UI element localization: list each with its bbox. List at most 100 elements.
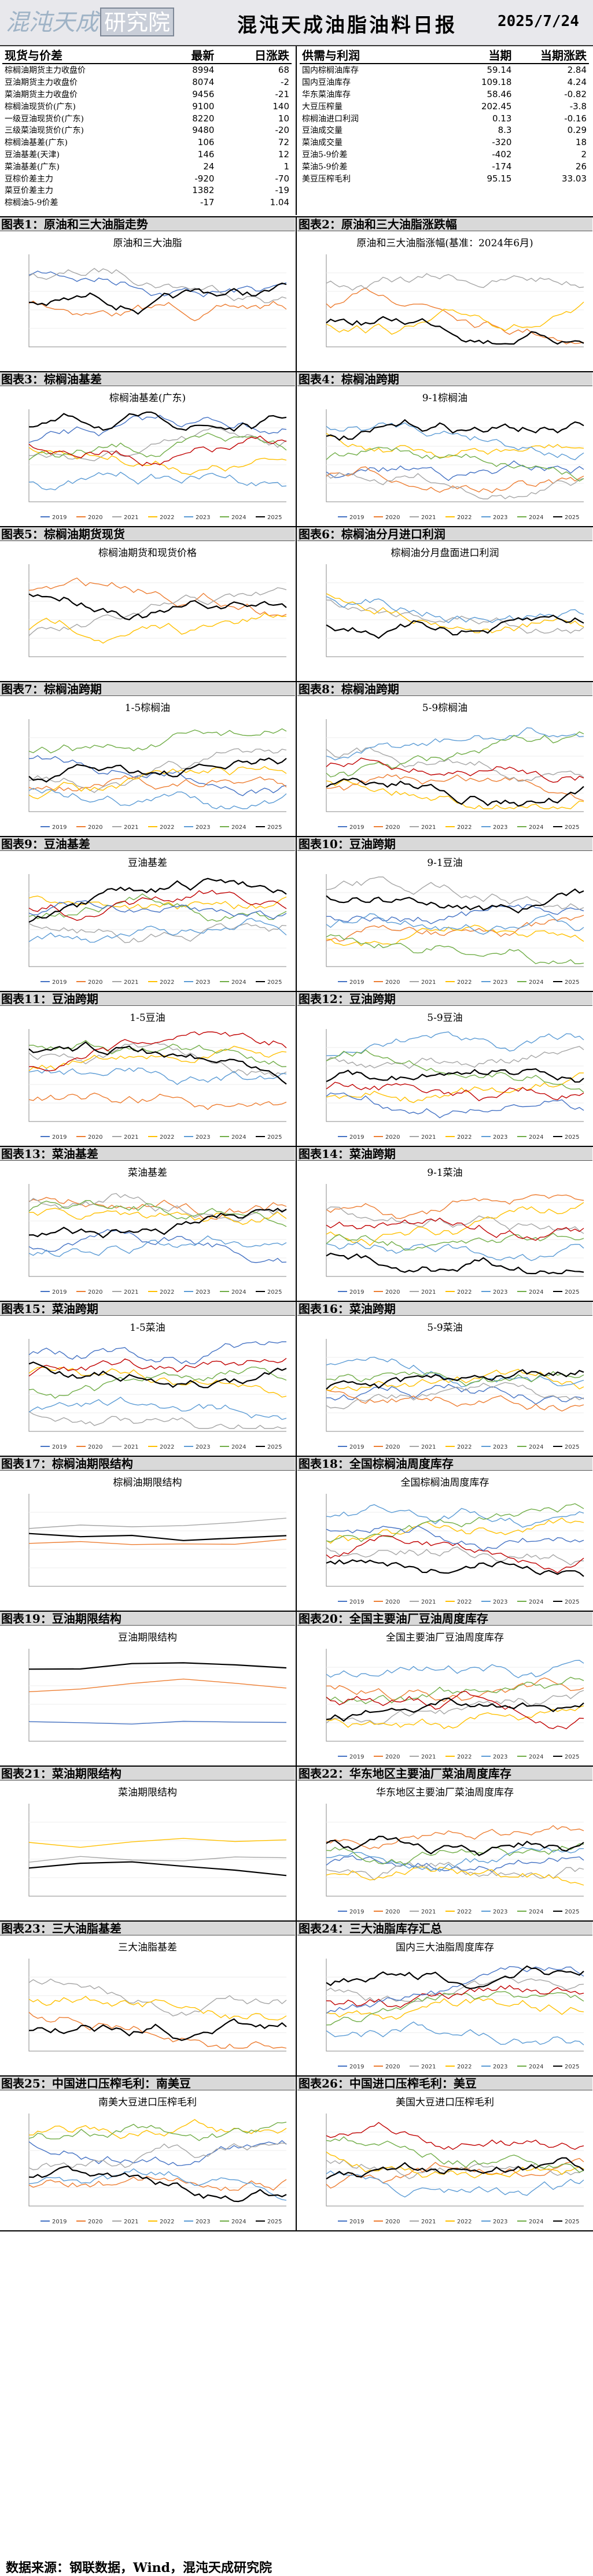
legend-label: 2025 [267, 979, 282, 986]
chart-axis [28, 1959, 286, 2052]
chart-axis [326, 1804, 584, 1897]
legend-label: 2025 [565, 515, 579, 521]
chart-axis [28, 1649, 286, 1742]
chart-axis [326, 1339, 584, 1432]
supply-row: 美豆压榨毛利 95.15 33.03 [300, 172, 589, 184]
chart-area: 2019 2020 2021 2022 2023 2024 2025 [28, 719, 287, 831]
legend-label: 2020 [385, 1754, 400, 1760]
legend-label: 2024 [231, 1134, 246, 1141]
spot-change: -19 [275, 185, 290, 196]
legend-label: 2022 [457, 515, 472, 521]
figure-panel: 图表6：棕榈油分月进口利润 棕榈油分月盘面进口利润 [297, 527, 592, 680]
legend-label: 2025 [267, 824, 282, 831]
supply-change: -0.16 [564, 113, 587, 124]
spot-row: 菜油期货主力收盘价 9456 -21 [2, 88, 292, 101]
legend-label: 2022 [457, 2219, 472, 2225]
chart-series-line [326, 2136, 584, 2173]
spot-change: -70 [275, 173, 290, 184]
figure-label: 图表25：中国进口压榨毛利：南美豆 [0, 2077, 295, 2090]
chart-series-line [28, 1518, 287, 1529]
legend-label: 2024 [529, 1599, 543, 1605]
chart-series-line [326, 1242, 584, 1261]
chart-title: 三大油脂基差 [118, 1942, 177, 1953]
chart-area: 2019 2020 2021 2022 2023 2024 2025 [326, 1494, 584, 1605]
spot-value: 8220 [192, 113, 215, 124]
chart-series-line [28, 895, 287, 910]
supply-row: 国内棕榈油库存 59.14 2.84 [300, 64, 589, 76]
spot-label: 菜油期货主力收盘价 [5, 90, 78, 99]
chart-series-line [28, 432, 287, 460]
legend-label: 2022 [457, 1909, 472, 1915]
legend-label: 2022 [160, 1289, 174, 1296]
chart-title: 华东地区主要油厂菜油周度库存 [376, 1787, 514, 1798]
figure-label: 图表5：棕榈油期货现货 [0, 527, 295, 541]
chart-title: 1-5棕榈油 [124, 702, 171, 714]
legend-label: 2020 [88, 1289, 102, 1296]
figure-panel: 图表11：豆油跨期 1-5豆油 2019 2020 2021 2022 2023 2024 20… [0, 992, 295, 1145]
chart-series-line [28, 282, 287, 315]
legend-label: 2019 [52, 2219, 67, 2225]
chart-series-line [326, 1846, 584, 1872]
chart-series-line [326, 888, 584, 914]
supply-change: 26 [575, 161, 587, 172]
chart-axis [28, 1494, 286, 1587]
spot-label: 菜油基差(广东) [5, 162, 60, 172]
figure-panel: 图表1：原油和三大油脂走势 原油和三大油脂 [0, 217, 295, 370]
chart-series-line [28, 2168, 287, 2201]
chart-series-line [28, 917, 287, 943]
spot-label: 棕榈油期货主力收盘价 [5, 66, 86, 76]
spot-label: 棕榈油现货价(广东) [5, 102, 76, 112]
supply-label: 棕榈油进口利润 [302, 114, 359, 124]
chart-axis [326, 1029, 584, 1122]
figure-panel: 图表22：华东地区主要油厂菜油周度库存 华东地区主要油厂菜油周度库存 2019 202… [297, 1767, 592, 1919]
chart-axis [28, 1339, 286, 1432]
chart-area: 2019 2020 2021 2022 2023 2024 2025 [28, 409, 287, 521]
figure-label: 图表2：原油和三大油脂涨跌幅 [297, 217, 592, 231]
spot-value: -920 [194, 173, 215, 184]
figure-label: 图表22：华东地区主要油厂菜油周度库存 [297, 1767, 592, 1781]
chart-series-line [28, 1397, 287, 1420]
legend-label: 2024 [231, 824, 246, 831]
supply-value: 59.14 [487, 65, 512, 76]
chart-series-line [28, 1720, 287, 1725]
chart-series-line [326, 433, 584, 458]
chart-series-line [326, 273, 584, 291]
legend-label: 2020 [385, 979, 400, 986]
data-source-footer: 数据来源：钢联数据，Wind，混沌天成研究院 [6, 2560, 272, 2575]
supply-label: 华东菜油库存 [302, 90, 351, 99]
supply-row: 豆油成交量 8.3 0.29 [300, 124, 589, 136]
spot-label: 棕榈油5-9价差 [5, 198, 58, 208]
legend-label: 2023 [196, 1444, 210, 1450]
legend-label: 2019 [52, 1134, 67, 1141]
legend-label: 2025 [565, 1599, 579, 1605]
chart-axis [28, 1184, 286, 1277]
chart-series-line [326, 1382, 584, 1409]
chart-series-line [326, 1985, 584, 2008]
figure-label: 图表12：豆油跨期 [297, 992, 592, 1006]
figure-panel: 图表23：三大油脂基差 三大油脂基差 [0, 1922, 295, 2074]
chart-series-line [326, 1677, 584, 1702]
supply-header-change: 当期涨跌 [514, 46, 589, 64]
figure-panel: 图表13：菜油基差 菜油基差 2019 2020 2021 2022 2023 2024 202… [0, 1147, 295, 1300]
supply-row: 豆油5-9价差 -402 2 [300, 149, 589, 161]
legend-label: 2019 [52, 824, 67, 831]
chart-series-line [28, 757, 287, 783]
legend-label: 2019 [349, 1754, 364, 1760]
legend-label: 2022 [160, 2219, 174, 2225]
legend-label: 2025 [565, 2219, 579, 2225]
chart-area [28, 1649, 287, 1742]
legend-label: 2024 [231, 1289, 246, 1296]
chart-area [28, 564, 287, 657]
chart-series-line [28, 2175, 287, 2191]
chart-area: 2019 2020 2021 2022 2023 2024 2025 [28, 1339, 287, 1450]
figure-label: 图表26：中国进口压榨毛利：美豆 [297, 2077, 592, 2090]
legend-label: 2019 [349, 2219, 364, 2225]
legend-label: 2020 [88, 2219, 102, 2225]
company-logo: 混沌天成 研究院 [6, 8, 174, 36]
chart-series-line [326, 422, 584, 461]
legend-label: 2020 [385, 1134, 400, 1141]
chart-area: 2019 2020 2021 2022 2023 2024 2025 [326, 1029, 584, 1141]
chart-title: 棕榈油基差(广东) [109, 393, 186, 404]
chart-series-line [326, 1046, 584, 1069]
legend-label: 2025 [565, 824, 579, 831]
